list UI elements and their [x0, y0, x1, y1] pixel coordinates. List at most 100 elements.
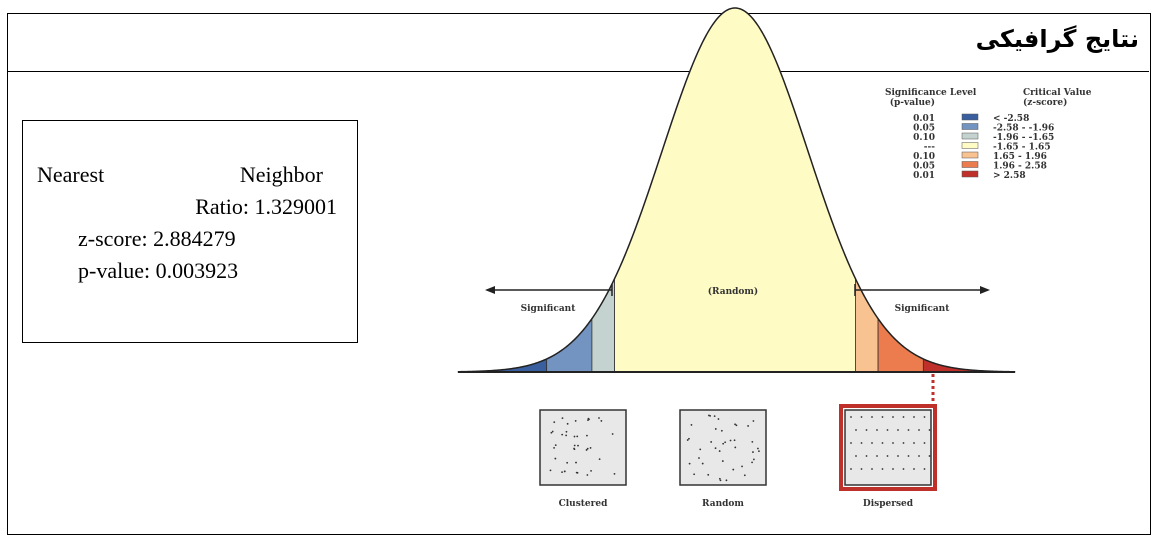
- dot: [701, 462, 704, 465]
- curve-region: [855, 278, 879, 373]
- dot: [551, 430, 554, 433]
- dot: [751, 440, 754, 443]
- legend-z: > 2.58: [993, 171, 1026, 181]
- dot: [747, 425, 749, 427]
- dot: [913, 442, 915, 444]
- dot: [928, 455, 931, 457]
- dot: [709, 414, 712, 417]
- dot: [566, 461, 569, 464]
- dot: [688, 437, 690, 440]
- legend-p: 0.01: [913, 114, 935, 124]
- header-title: نتایج گرافیکی: [975, 25, 1139, 53]
- dot: [871, 416, 873, 418]
- dot: [553, 446, 555, 449]
- dot: [725, 479, 728, 482]
- dot: [860, 442, 863, 444]
- legend-z: < -2.58: [993, 114, 1029, 124]
- dot: [913, 416, 915, 418]
- dot: [587, 417, 590, 420]
- legend-swatch: [961, 170, 979, 178]
- legend-z: 1.96 - 2.58: [993, 162, 1047, 172]
- highlight: [839, 404, 937, 491]
- legend-swatch: [961, 142, 979, 149]
- legend-p: 0.10: [913, 133, 935, 143]
- dot: [907, 429, 910, 431]
- dot: [573, 435, 576, 438]
- stats-box: Nearest Neighbor Ratio: 1.329001 z-score:…: [22, 120, 358, 343]
- stat-text: Neighbor: [239, 162, 323, 187]
- dot: [611, 433, 614, 435]
- dot: [590, 469, 592, 472]
- legend-swatch: [961, 113, 979, 121]
- dot: [585, 449, 588, 451]
- arrow-head: [485, 286, 495, 294]
- dot: [923, 416, 926, 418]
- dot: [892, 416, 894, 418]
- dot: [923, 442, 926, 444]
- dot: [686, 439, 689, 441]
- stat-text: Nearest: [37, 162, 105, 187]
- dot: [733, 439, 736, 442]
- dot: [600, 420, 603, 422]
- dot: [881, 416, 884, 418]
- dot: [757, 447, 759, 450]
- dot: [752, 458, 755, 461]
- legend-p: 0.05: [913, 124, 935, 134]
- dot: [587, 419, 589, 422]
- dot: [563, 470, 566, 473]
- pattern-label: Dispersed: [863, 499, 914, 509]
- label: (Random): [708, 286, 758, 297]
- dot: [561, 417, 564, 420]
- dot: [561, 433, 564, 436]
- stat-text: p-value: 0.003923: [78, 258, 239, 283]
- dot: [710, 441, 713, 443]
- dot: [713, 415, 716, 418]
- dot: [549, 469, 552, 472]
- legend-p: 0.05: [913, 162, 935, 172]
- curve-region: [591, 278, 615, 373]
- stats-line: Nearest Neighbor: [23, 159, 357, 191]
- dot: [729, 439, 732, 442]
- dot: [886, 429, 889, 431]
- dot: [718, 450, 721, 452]
- curve: [457, 7, 1016, 373]
- dot: [707, 473, 710, 476]
- pattern-box: [844, 409, 932, 486]
- dot: [871, 442, 873, 444]
- dot: [719, 479, 722, 482]
- dot: [598, 458, 601, 461]
- arrow-head: [980, 286, 990, 294]
- dot: [724, 441, 727, 444]
- label: Significant: [521, 304, 577, 314]
- legend-z: -2.58 - -1.96: [993, 124, 1054, 134]
- dot: [741, 465, 743, 468]
- legend-head: Significance Level: [885, 88, 977, 98]
- legend-z: -1.96 - -1.65: [993, 133, 1054, 143]
- legend-swatch: [961, 161, 979, 168]
- legend-swatch: [961, 123, 979, 130]
- dot: [871, 468, 873, 470]
- legend-swatch: [961, 151, 979, 159]
- pattern-box: [679, 409, 767, 486]
- dot: [575, 461, 577, 464]
- dot: [752, 451, 754, 453]
- dot: [586, 474, 589, 476]
- dot: [865, 429, 868, 431]
- dot: [574, 420, 577, 422]
- dot: [892, 468, 894, 470]
- dot: [913, 468, 915, 470]
- dot: [561, 471, 563, 474]
- dot: [718, 477, 721, 480]
- dot: [855, 455, 857, 457]
- dot: [576, 471, 579, 474]
- dot: [855, 429, 857, 431]
- dot: [577, 444, 579, 447]
- dot: [565, 434, 568, 437]
- dot: [553, 421, 556, 424]
- legend-p: 0.01: [913, 171, 935, 181]
- dot: [586, 447, 589, 450]
- dot: [897, 455, 899, 457]
- pattern-label: Random: [702, 499, 744, 509]
- dot: [717, 418, 720, 420]
